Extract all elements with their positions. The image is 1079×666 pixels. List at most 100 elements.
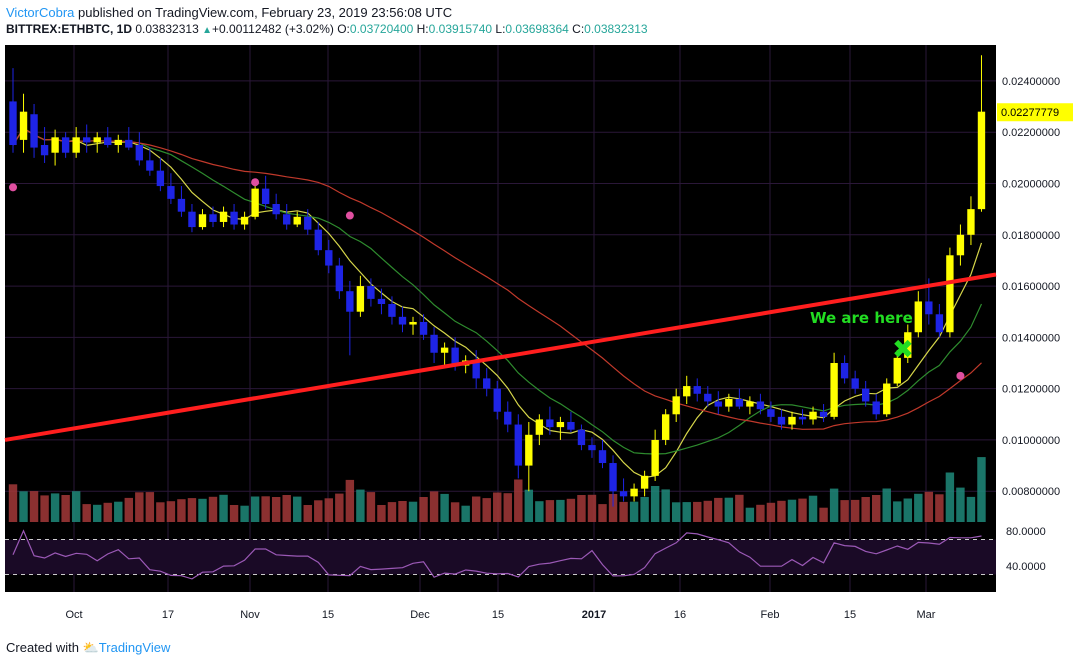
- volume-bar: [419, 497, 428, 522]
- candle-body: [419, 321, 428, 335]
- close-value: 0.03832313: [584, 22, 648, 36]
- candle-body: [872, 401, 880, 415]
- candle-body: [177, 198, 186, 212]
- volume-bar: [345, 479, 355, 522]
- candle-body: [219, 211, 228, 222]
- candle-body: [40, 145, 49, 156]
- price-tick-label: 0.01400000: [1002, 332, 1060, 344]
- volume-bar: [229, 505, 239, 522]
- time-tick-label: 2017: [582, 609, 606, 621]
- candle-body: [767, 409, 775, 417]
- price-tick-label: 0.02200000: [1002, 127, 1060, 139]
- candle-body: [9, 101, 17, 146]
- volume-bar: [8, 484, 18, 522]
- volume-bar: [735, 494, 744, 522]
- candle-body: [693, 386, 701, 394]
- candle-body: [935, 314, 944, 333]
- volume-bar: [156, 502, 165, 522]
- volume-bar: [903, 498, 912, 522]
- volume-bar: [293, 496, 302, 522]
- volume-bar: [598, 504, 607, 522]
- candle-body: [198, 214, 207, 228]
- volume-bar: [271, 497, 281, 522]
- volume-bar: [714, 497, 723, 522]
- rsi-tick-label: 40.0000: [1006, 561, 1046, 573]
- volume-bar: [608, 494, 618, 522]
- candle-body: [325, 250, 333, 266]
- signal-dot-marker: [345, 211, 354, 220]
- candle-body: [714, 401, 722, 407]
- time-tick-label: Oct: [65, 609, 82, 621]
- signal-dot-marker: [956, 371, 965, 380]
- candle-body: [72, 137, 80, 153]
- price-chart[interactable]: 0.02400000 0.02200000 0.02000000 0.01800000…: [0, 40, 1079, 634]
- candle-body: [188, 211, 196, 228]
- candle-body: [377, 298, 386, 305]
- candle-body: [398, 316, 407, 325]
- ma-fast-line: [12, 127, 983, 479]
- volume-bar: [556, 499, 565, 522]
- annotation-label: We are here: [810, 309, 913, 327]
- published-text: published on TradingView.com, February 2…: [78, 5, 453, 20]
- time-tick-label: 15: [492, 609, 504, 621]
- candle-body: [272, 204, 280, 215]
- volume-bar: [29, 491, 39, 522]
- candle-body: [135, 145, 144, 161]
- candle-body: [861, 388, 870, 402]
- tradingview-brand[interactable]: TradingView: [98, 640, 171, 655]
- volume-bar: [745, 507, 755, 522]
- time-tick-label: 15: [322, 609, 334, 621]
- volume-bar: [619, 501, 628, 522]
- volume-bar: [377, 505, 386, 522]
- volume-bar: [524, 489, 534, 522]
- volume-bar: [777, 500, 786, 522]
- last-price-label: 0.02277779: [1001, 107, 1059, 119]
- candle-body: [93, 137, 101, 143]
- candle-body: [493, 388, 501, 412]
- candle-body: [51, 137, 59, 153]
- low-label: L:: [495, 22, 506, 36]
- candle-body: [156, 170, 165, 187]
- volume-bar: [756, 504, 765, 522]
- candle-body: [567, 421, 575, 430]
- volume-bar: [40, 495, 49, 522]
- candle-body: [809, 411, 817, 420]
- volume-bar: [145, 492, 155, 522]
- volume-bar: [103, 502, 112, 522]
- candle-body: [514, 424, 522, 466]
- created-with-text: Created with: [6, 640, 79, 655]
- candle-body: [756, 401, 765, 410]
- publish-line: VictorCobra published on TradingView.com…: [6, 5, 452, 20]
- candle-body: [535, 419, 544, 435]
- rsi-line: [12, 529, 982, 580]
- candle-body: [167, 186, 175, 199]
- candle-body: [409, 321, 417, 325]
- volume-bar: [261, 496, 270, 522]
- volume-bar: [535, 501, 544, 522]
- tradingview-logo-icon[interactable]: ⛅: [82, 640, 99, 655]
- volume-bar: [208, 496, 218, 522]
- candle-body: [977, 111, 986, 210]
- author-link[interactable]: VictorCobra: [6, 5, 75, 20]
- price-tick-label: 0.02400000: [1002, 76, 1060, 88]
- volume-bar: [693, 501, 702, 522]
- volume-bar: [766, 502, 776, 522]
- price-tick-label: 0.01000000: [1002, 435, 1060, 447]
- price-tick-label: 0.00800000: [1002, 486, 1060, 498]
- volume-bar: [514, 479, 523, 522]
- volume-bar: [124, 497, 134, 522]
- volume-bar: [724, 497, 734, 522]
- candle-body: [651, 439, 659, 476]
- candle-body: [546, 419, 554, 428]
- volume-bar: [482, 498, 491, 522]
- candle-body: [283, 214, 291, 225]
- volume-bar: [461, 505, 470, 522]
- candle-body: [146, 160, 154, 171]
- time-tick-label: Dec: [410, 609, 430, 621]
- volume-bar: [135, 492, 144, 522]
- volume-bar: [871, 495, 881, 522]
- candle-body: [640, 475, 649, 489]
- volume-bar: [914, 493, 923, 522]
- candle-body: [209, 214, 217, 222]
- open-label: O:: [337, 22, 350, 36]
